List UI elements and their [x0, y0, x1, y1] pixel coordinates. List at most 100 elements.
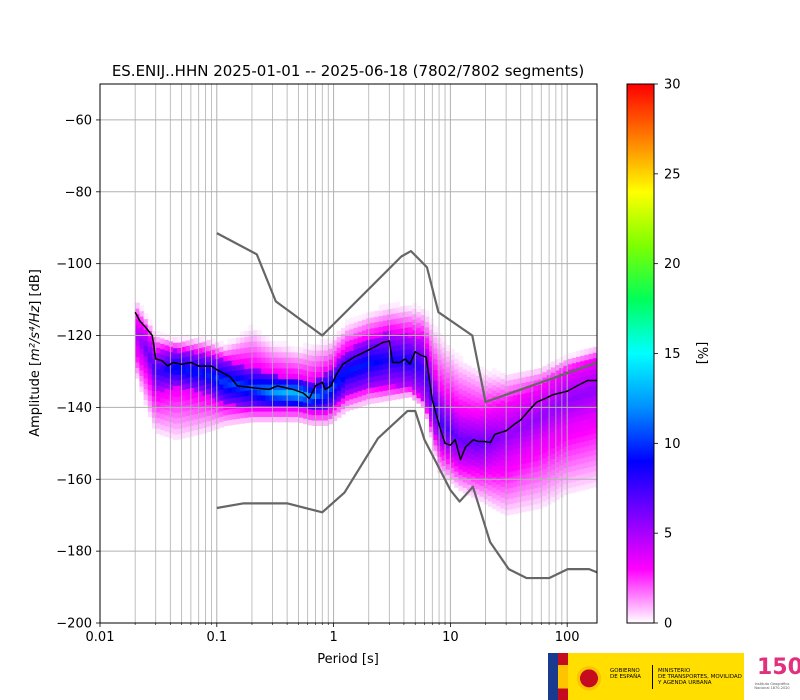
- density-cell: [303, 342, 308, 349]
- density-cell: [361, 356, 367, 363]
- density-cell: [198, 390, 203, 397]
- ign-anniversary-number: 150: [757, 655, 800, 680]
- density-cell: [496, 500, 502, 507]
- density-cell: [223, 420, 229, 427]
- density-cell: [433, 401, 439, 408]
- density-cell: [429, 334, 434, 341]
- density-cell: [441, 416, 447, 423]
- density-cell: [282, 346, 287, 353]
- density-cell: [307, 419, 313, 426]
- density-cell: [324, 355, 329, 362]
- density-cell: [256, 362, 262, 369]
- density-cell: [332, 361, 338, 368]
- density-cell: [185, 356, 191, 363]
- density-cell: [563, 413, 569, 420]
- density-cell: [265, 410, 271, 417]
- density-cell: [500, 389, 506, 396]
- density-cell: [147, 389, 153, 396]
- density-cell: [164, 344, 170, 351]
- density-cell: [324, 349, 329, 356]
- density-cell: [357, 374, 363, 381]
- density-cell: [588, 347, 594, 354]
- density-cell: [370, 397, 376, 404]
- density-cell: [214, 374, 220, 381]
- density-cell: [424, 321, 430, 328]
- density-cell: [139, 359, 145, 366]
- density-cell: [185, 410, 191, 416]
- plot-clip-group: [100, 84, 597, 623]
- density-cell: [345, 346, 350, 353]
- density-cell: [172, 363, 178, 370]
- density-cell: [177, 379, 182, 386]
- density-cell: [584, 365, 590, 371]
- density-cell: [496, 467, 502, 474]
- density-cell: [395, 371, 401, 378]
- density-cell: [181, 351, 187, 358]
- density-cell: [550, 415, 556, 422]
- density-cell: [210, 424, 216, 431]
- density-cell: [567, 466, 573, 473]
- density-cell: [235, 380, 241, 387]
- density-cell: [521, 479, 527, 486]
- density-cell: [349, 387, 355, 394]
- density-cell: [466, 424, 472, 431]
- density-cell: [147, 405, 153, 412]
- density-cell: [408, 305, 413, 312]
- density-cell: [420, 363, 426, 369]
- density-cell: [437, 375, 443, 382]
- density-cell: [508, 406, 514, 413]
- density-cell: [160, 343, 166, 350]
- density-cell: [177, 417, 182, 424]
- density-cell: [177, 406, 182, 413]
- density-cell: [496, 413, 502, 420]
- density-cell: [143, 399, 149, 406]
- density-cell: [177, 390, 182, 397]
- colorbar-tick-label: 30: [664, 78, 681, 93]
- density-cell: [357, 331, 363, 338]
- density-cell: [315, 355, 321, 362]
- density-cell: [504, 407, 510, 414]
- density-cell: [584, 413, 590, 420]
- density-cell: [466, 365, 472, 372]
- density-cell: [340, 376, 346, 383]
- density-cell: [244, 384, 250, 391]
- density-cell: [181, 384, 187, 391]
- density-cell: [345, 357, 350, 363]
- density-cell: [139, 337, 145, 344]
- density-cell: [336, 401, 342, 408]
- density-cell: [361, 399, 367, 406]
- density-cell: [416, 359, 422, 366]
- density-cell: [315, 349, 321, 356]
- density-cell: [378, 347, 384, 354]
- density-cell: [172, 336, 178, 343]
- density-cell: [525, 456, 531, 463]
- density-cell: [563, 451, 569, 458]
- density-cell: [483, 450, 489, 456]
- density-cell: [328, 380, 334, 387]
- density-cell: [135, 361, 140, 368]
- density-cell: [525, 478, 531, 485]
- density-cell: [332, 350, 338, 357]
- density-cell: [487, 382, 493, 389]
- density-cell: [340, 333, 346, 340]
- density-cell: [525, 376, 531, 383]
- density-cell: [500, 480, 506, 487]
- density-cell: [416, 365, 422, 372]
- density-cell: [504, 385, 510, 392]
- density-cell: [324, 387, 329, 394]
- density-cell: [340, 387, 346, 394]
- density-cell: [517, 415, 523, 422]
- density-cell: [349, 344, 355, 351]
- density-cell: [135, 308, 140, 315]
- density-cell: [492, 427, 497, 434]
- density-cell: [361, 351, 367, 358]
- density-cell: [185, 393, 191, 400]
- y-tick-label: −140: [56, 401, 92, 416]
- density-cell: [450, 472, 455, 479]
- density-cell: [147, 368, 153, 375]
- density-cell: [265, 400, 271, 407]
- density-cell: [504, 477, 510, 484]
- density-cell: [240, 417, 245, 424]
- density-cell: [534, 439, 539, 445]
- density-cell: [454, 363, 460, 370]
